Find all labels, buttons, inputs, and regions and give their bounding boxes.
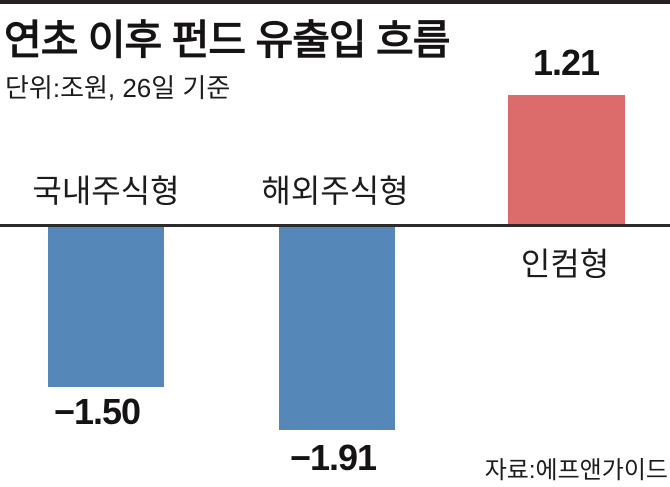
bar-overseas-equity bbox=[279, 227, 395, 430]
value-label-income: 1.21 bbox=[532, 42, 600, 83]
value-label-domestic-equity: −1.50 bbox=[53, 391, 141, 432]
bar-income bbox=[508, 95, 625, 224]
zero-baseline bbox=[0, 224, 670, 227]
category-label-domestic-equity: 국내주식형 bbox=[32, 173, 180, 209]
bar-domestic-equity bbox=[48, 227, 164, 387]
category-label-income: 인컴형 bbox=[520, 246, 610, 282]
source-credit: 자료:에프앤가이드 bbox=[484, 457, 668, 484]
top-rule bbox=[0, 0, 670, 4]
value-label-overseas-equity: −1.91 bbox=[289, 437, 377, 478]
chart-unit-note: 단위:조원, 26일 기준 bbox=[5, 73, 231, 103]
category-label-overseas-equity: 해외주식형 bbox=[261, 173, 409, 209]
chart-title: 연초 이후 펀드 유출입 흐름 bbox=[4, 17, 450, 63]
